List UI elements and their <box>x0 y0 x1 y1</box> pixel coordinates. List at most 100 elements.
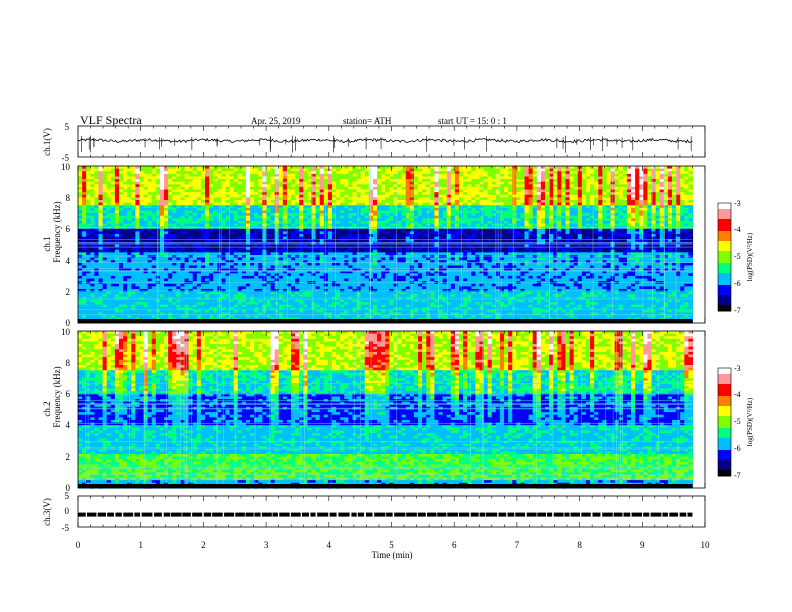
spectrogram-cell <box>250 168 255 172</box>
spectrogram-cell <box>147 186 153 191</box>
spectrogram-cell <box>422 184 427 188</box>
spectrogram-cell <box>250 181 255 185</box>
spectrogram-cell <box>532 171 538 175</box>
spectrogram-cell <box>360 179 366 183</box>
spectrogram-cell <box>127 184 132 188</box>
spectrogram-cell <box>102 176 108 180</box>
ch1-waveform-panel: 5 -5 ch.1(V) <box>42 122 706 163</box>
spectrogram-cell <box>241 179 247 183</box>
spectrogram-cell <box>168 181 173 185</box>
spectrogram-cell <box>454 181 460 185</box>
spectrogram-cell <box>299 168 304 172</box>
spectrogram-cell <box>311 181 317 185</box>
spectrogram-cell <box>426 179 431 183</box>
spectrogram-cell <box>487 176 493 180</box>
spectrogram-cell <box>106 189 112 193</box>
spectrogram-cell <box>159 179 165 183</box>
spectrogram-cell <box>377 166 382 170</box>
spectrogram-cell <box>286 166 292 170</box>
spectrogram-cell <box>295 166 300 170</box>
spectrogram-cell <box>340 186 345 191</box>
spectrogram-cell <box>209 176 214 180</box>
spectrogram-cell <box>467 166 472 170</box>
spectrogram-cell <box>594 181 599 185</box>
spectrogram-cell <box>278 181 284 185</box>
spectrogram-cell <box>573 184 579 188</box>
spectrogram-cell <box>86 181 91 185</box>
spectrogram-cell <box>90 168 95 172</box>
spectrogram-cell <box>680 166 685 170</box>
spectrogram-cell <box>106 179 112 183</box>
spectrogram-cell <box>368 189 374 193</box>
spectrogram-cell <box>381 179 386 183</box>
spectrogram-cell <box>237 181 243 185</box>
spectrogram-cell <box>524 186 530 191</box>
spectrogram-cell <box>553 166 558 170</box>
spectrogram-cell <box>360 181 366 185</box>
spectrogram-cell <box>463 168 468 172</box>
spectrogram-cell <box>643 181 648 185</box>
spectrogram-cell <box>581 173 587 178</box>
spectrogram-cell <box>237 184 243 188</box>
spectrogram-cell <box>291 168 296 172</box>
spectrogram-cell <box>86 168 91 172</box>
spectrogram-cell <box>631 186 636 191</box>
spectrogram-cell <box>524 171 530 175</box>
spectrogram-cell <box>471 166 476 170</box>
spectrogram-cell <box>176 168 182 172</box>
spectrogram-cell <box>450 179 456 183</box>
spectrogram-cell <box>188 186 194 191</box>
spectrogram-cell <box>188 189 194 193</box>
spectrogram-cell <box>303 181 308 185</box>
spectrogram-cell <box>377 186 382 191</box>
spectrogram-cell <box>336 184 341 188</box>
spectrogram-cell <box>471 176 476 180</box>
spectrogram-cell <box>573 176 579 180</box>
spectrogram-cell <box>671 184 677 188</box>
spectrogram-cell <box>647 168 653 172</box>
spectrogram-cell <box>266 179 272 183</box>
spectrogram-cell <box>340 189 345 193</box>
spectrogram-cell <box>499 166 505 170</box>
spectrogram-cell <box>319 181 325 185</box>
spectrogram-cell <box>94 173 100 178</box>
spectrogram-cell <box>397 186 403 191</box>
spectrogram-cell <box>213 173 218 178</box>
spectrogram-cell <box>614 179 620 183</box>
start-ut-label: start UT = 15: 0 : 1 <box>438 116 507 126</box>
spectrogram-cell <box>303 186 308 191</box>
spectrogram-cell <box>508 166 513 170</box>
spectrogram-cell <box>266 189 272 193</box>
spectrogram-cell <box>430 181 435 185</box>
spectrogram-cell <box>295 184 300 188</box>
spectrogram-cell <box>295 179 300 183</box>
spectrogram-cell <box>356 186 362 191</box>
spectrogram-cell <box>569 181 575 185</box>
spectrogram-cell <box>258 179 263 183</box>
spectrogram-cell <box>663 171 669 175</box>
spectrogram-cell <box>336 179 341 183</box>
spectrogram-cell <box>389 189 395 193</box>
spectrogram-cell <box>94 166 100 170</box>
spectrogram-cell <box>368 166 374 170</box>
spectrogram-cell <box>631 179 636 183</box>
spectrogram-cell <box>250 184 255 188</box>
spectrogram-cell <box>311 186 317 191</box>
spectrogram-cell <box>86 189 91 193</box>
spectrogram-cell <box>680 171 685 175</box>
spectrogram-cell <box>262 179 268 183</box>
spectrogram-cell <box>340 171 345 175</box>
spectrogram-cell <box>258 189 263 193</box>
spectrogram-cell <box>102 186 108 191</box>
spectrogram-cell <box>430 179 435 183</box>
spectrogram-cell <box>385 176 390 180</box>
spectrogram-cell <box>631 166 636 170</box>
spectrogram-cell <box>594 171 599 175</box>
spectrogram-cell <box>512 181 517 185</box>
spectrogram-cell <box>123 176 128 180</box>
spectrogram-cell <box>438 179 444 183</box>
spectrogram-cell <box>540 181 546 185</box>
spectrogram-cell <box>123 171 128 175</box>
spectrogram-cell <box>422 173 427 178</box>
spectrogram-cell <box>540 186 546 191</box>
